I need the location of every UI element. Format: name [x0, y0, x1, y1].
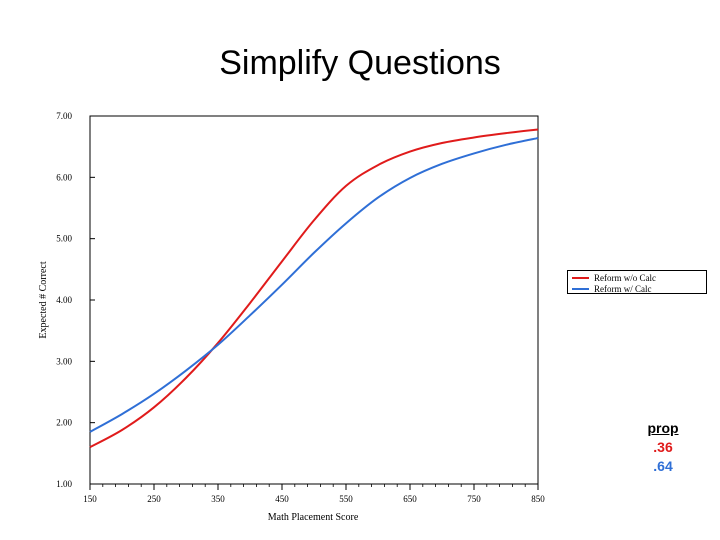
legend-entry-reform-without-calc: Reform w/o Calc — [572, 272, 706, 283]
x-tick-label: 550 — [339, 494, 353, 504]
y-tick-label: 2.00 — [56, 418, 72, 428]
legend-swatch-blue — [572, 287, 589, 290]
x-tick-label: 150 — [83, 494, 97, 504]
legend-swatch-red — [572, 276, 589, 279]
series-group — [89, 128, 539, 449]
y-tick-label: 4.00 — [56, 295, 72, 305]
y-axis: 1.00 2.00 3.00 4.00 5.00 6.00 7.00 — [56, 111, 95, 489]
plot-area-frame — [89, 115, 539, 485]
series-line-reform-with-calc — [89, 137, 539, 433]
prop-table: prop .36 .64 — [630, 419, 696, 476]
y-axis-label: Expected # Correct — [38, 261, 49, 338]
y-tick-label: 1.00 — [56, 479, 72, 489]
prop-value-blue: .64 — [653, 458, 673, 474]
legend: Reform w/o Calc Reform w/ Calc — [567, 270, 707, 294]
x-axis: 150 250 350 450 550 650 750 850 — [83, 484, 545, 504]
y-tick-label: 3.00 — [56, 356, 72, 366]
x-tick-label: 850 — [531, 494, 545, 504]
x-tick-label: 450 — [275, 494, 289, 504]
y-tick-label: 6.00 — [56, 172, 72, 182]
legend-label: Reform w/ Calc — [594, 283, 652, 294]
slide-title: Simplify Questions — [219, 44, 501, 82]
prop-value-red: .36 — [653, 439, 673, 455]
y-tick-label: 5.00 — [56, 234, 72, 244]
x-axis-label: Math Placement Score — [268, 512, 359, 523]
legend-entry-reform-with-calc: Reform w/ Calc — [572, 283, 706, 294]
x-tick-label: 250 — [147, 494, 161, 504]
series-line-reform-without-calc — [89, 128, 539, 449]
x-tick-label: 350 — [211, 494, 225, 504]
x-tick-label: 650 — [403, 494, 417, 504]
y-tick-label: 7.00 — [56, 111, 72, 121]
x-tick-label: 750 — [467, 494, 481, 504]
prop-header: prop — [647, 420, 679, 436]
legend-label: Reform w/o Calc — [594, 272, 656, 283]
